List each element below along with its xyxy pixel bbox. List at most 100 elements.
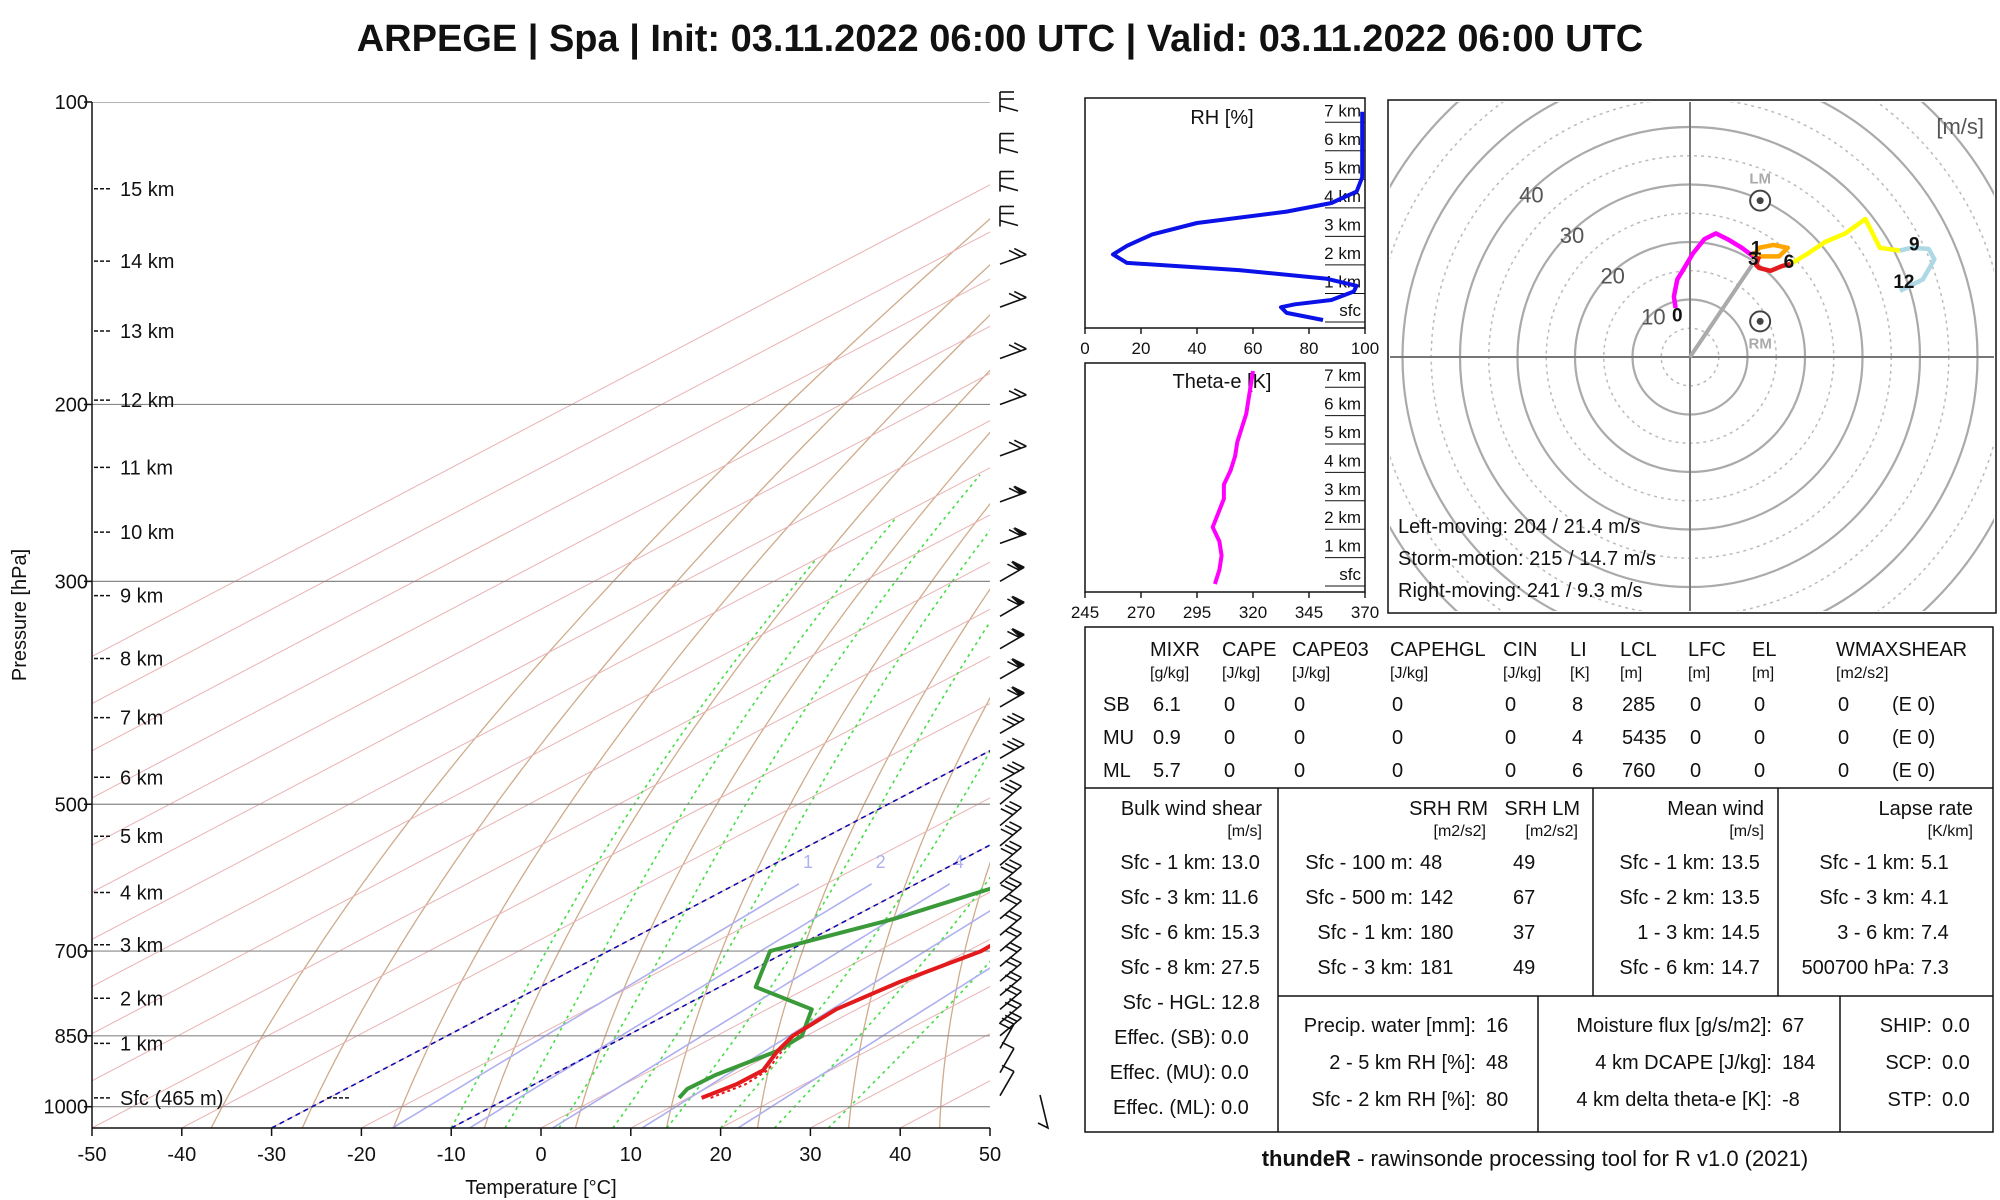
storm-motion-text: Right-moving: 241 / 9.3 m/s — [1398, 580, 1643, 602]
barb-feather — [1004, 960, 1018, 968]
barb-feather — [999, 184, 1019, 192]
hodograph-km-label: 6 — [1784, 252, 1795, 273]
isotherm — [92, 467, 990, 940]
profile-trace — [1111, 111, 1365, 322]
wind-barb — [999, 712, 1025, 735]
block-row-label: Sfc - 1 km: — [1819, 852, 1915, 874]
barb-staff — [999, 445, 1027, 457]
block-row-value: 12.8 — [1221, 992, 1260, 1014]
barb-feather — [1008, 529, 1022, 537]
table-row-label: SB — [1103, 694, 1130, 716]
x-tick-label: 295 — [1183, 603, 1211, 622]
height-label: sfc — [1339, 301, 1361, 320]
block-title: Lapse rate — [1878, 798, 1973, 820]
height-label: 6 km — [120, 767, 163, 789]
height-label: 14 km — [120, 251, 174, 273]
table-cell: 0 — [1690, 694, 1701, 716]
table-cell: 0 — [1690, 727, 1701, 749]
table-cell: 760 — [1622, 760, 1655, 782]
moist-adiabat — [612, 529, 990, 1128]
barb-feather — [1013, 342, 1027, 350]
moist-adiabat — [504, 518, 896, 1128]
block-row-label: SHIP: — [1880, 1015, 1932, 1037]
x-tick-label: -40 — [167, 1144, 196, 1166]
table-unit: [m2/s2] — [1836, 665, 1888, 682]
block-row-label: 4 km DCAPE [J/kg]: — [1595, 1052, 1772, 1074]
height-label: 6 km — [1324, 130, 1361, 149]
barb-staff — [999, 827, 1022, 847]
block-row-value: 0.0 — [1221, 1097, 1249, 1119]
table-unit: [K] — [1570, 665, 1590, 682]
barb-feather — [1007, 630, 1020, 639]
block-row-value: 0.0 — [1221, 1062, 1249, 1084]
table-cell: 0 — [1392, 694, 1403, 716]
barb-staff — [999, 785, 1022, 805]
barb-flag — [1010, 628, 1025, 638]
wind-barb — [999, 761, 1025, 783]
table-cell: (E 0) — [1892, 694, 1935, 716]
wind-barb — [999, 1041, 1015, 1074]
barb-staff — [999, 947, 1022, 968]
isotherm — [450, 844, 990, 1128]
wind-barb — [999, 910, 1022, 936]
table-unit: [J/kg] — [1222, 665, 1260, 682]
barb-feather — [1013, 485, 1027, 493]
barb-flag — [1012, 486, 1027, 495]
block-row-label: Sfc - 2 km: — [1619, 887, 1715, 909]
block-unit: [m2/s2] — [1434, 823, 1486, 840]
barb-feather — [1004, 880, 1018, 888]
block-row-value: 5.1 — [1921, 852, 1949, 874]
table-cell: 0 — [1838, 694, 1849, 716]
barb-feather — [1009, 800, 1022, 809]
table-unit: [m] — [1688, 665, 1710, 682]
table-cell: 0 — [1392, 727, 1403, 749]
barb-staff — [999, 1004, 1022, 1024]
table-cell: (E 0) — [1892, 727, 1935, 749]
barb-staff — [999, 718, 1025, 735]
isohume-label: 2 — [876, 852, 886, 872]
barb-staff — [999, 916, 1022, 936]
height-label: 12 km — [120, 390, 174, 412]
table-unit: [J/kg] — [1390, 665, 1428, 682]
barb-staff — [999, 846, 1022, 866]
barb-feather — [1002, 743, 1015, 751]
hodograph-km-label: 3 — [1748, 249, 1759, 270]
block-row-value: 49 — [1513, 852, 1535, 874]
x-tick-label: 270 — [1127, 603, 1155, 622]
table-header: CAPE03 — [1292, 639, 1369, 661]
x-tick-label: 0 — [535, 1144, 546, 1166]
ring-label: 20 — [1600, 264, 1624, 289]
isohume — [552, 883, 951, 1128]
height-label: 6 km — [1324, 395, 1361, 414]
skewt-frame: -50 -40 -30 -20 -10 0 10 20 30 40 50 Temperature [°… — [9, 92, 1001, 1199]
barb-feather — [999, 219, 1019, 227]
wind-barb — [999, 737, 1025, 759]
panel-title: Theta-e [K] — [1173, 371, 1272, 393]
block-row-value: 27.5 — [1221, 957, 1260, 979]
barb-feather — [1013, 290, 1027, 299]
height-label: 8 km — [120, 648, 163, 670]
table-header: LI — [1570, 639, 1587, 661]
hodograph-segment — [1789, 216, 1901, 266]
block-row-value: 13.5 — [1721, 887, 1760, 909]
x-tick-label: 10 — [620, 1144, 642, 1166]
isohume-label: 4 — [954, 852, 964, 872]
table-header: CAPEHGL — [1390, 639, 1486, 661]
y-tick-label: 500 — [55, 794, 88, 816]
wind-barb — [999, 876, 1022, 903]
wind-barb — [999, 859, 1022, 885]
table-unit: [m] — [1620, 665, 1642, 682]
barb-feather — [1011, 761, 1025, 769]
moist-adiabat — [666, 620, 990, 1128]
barb-feather — [1007, 740, 1020, 748]
barb-feather — [999, 146, 1019, 154]
wind-barb — [999, 170, 1019, 192]
height-label: sfc — [1339, 565, 1361, 584]
block-row-label: Sfc - 3 km: — [1120, 887, 1216, 909]
isohume — [641, 909, 990, 1128]
skewt-series — [677, 886, 990, 1100]
wind-barb — [999, 91, 1019, 112]
height-label: Sfc (465 m) — [120, 1088, 223, 1110]
isotherm — [92, 608, 990, 1082]
